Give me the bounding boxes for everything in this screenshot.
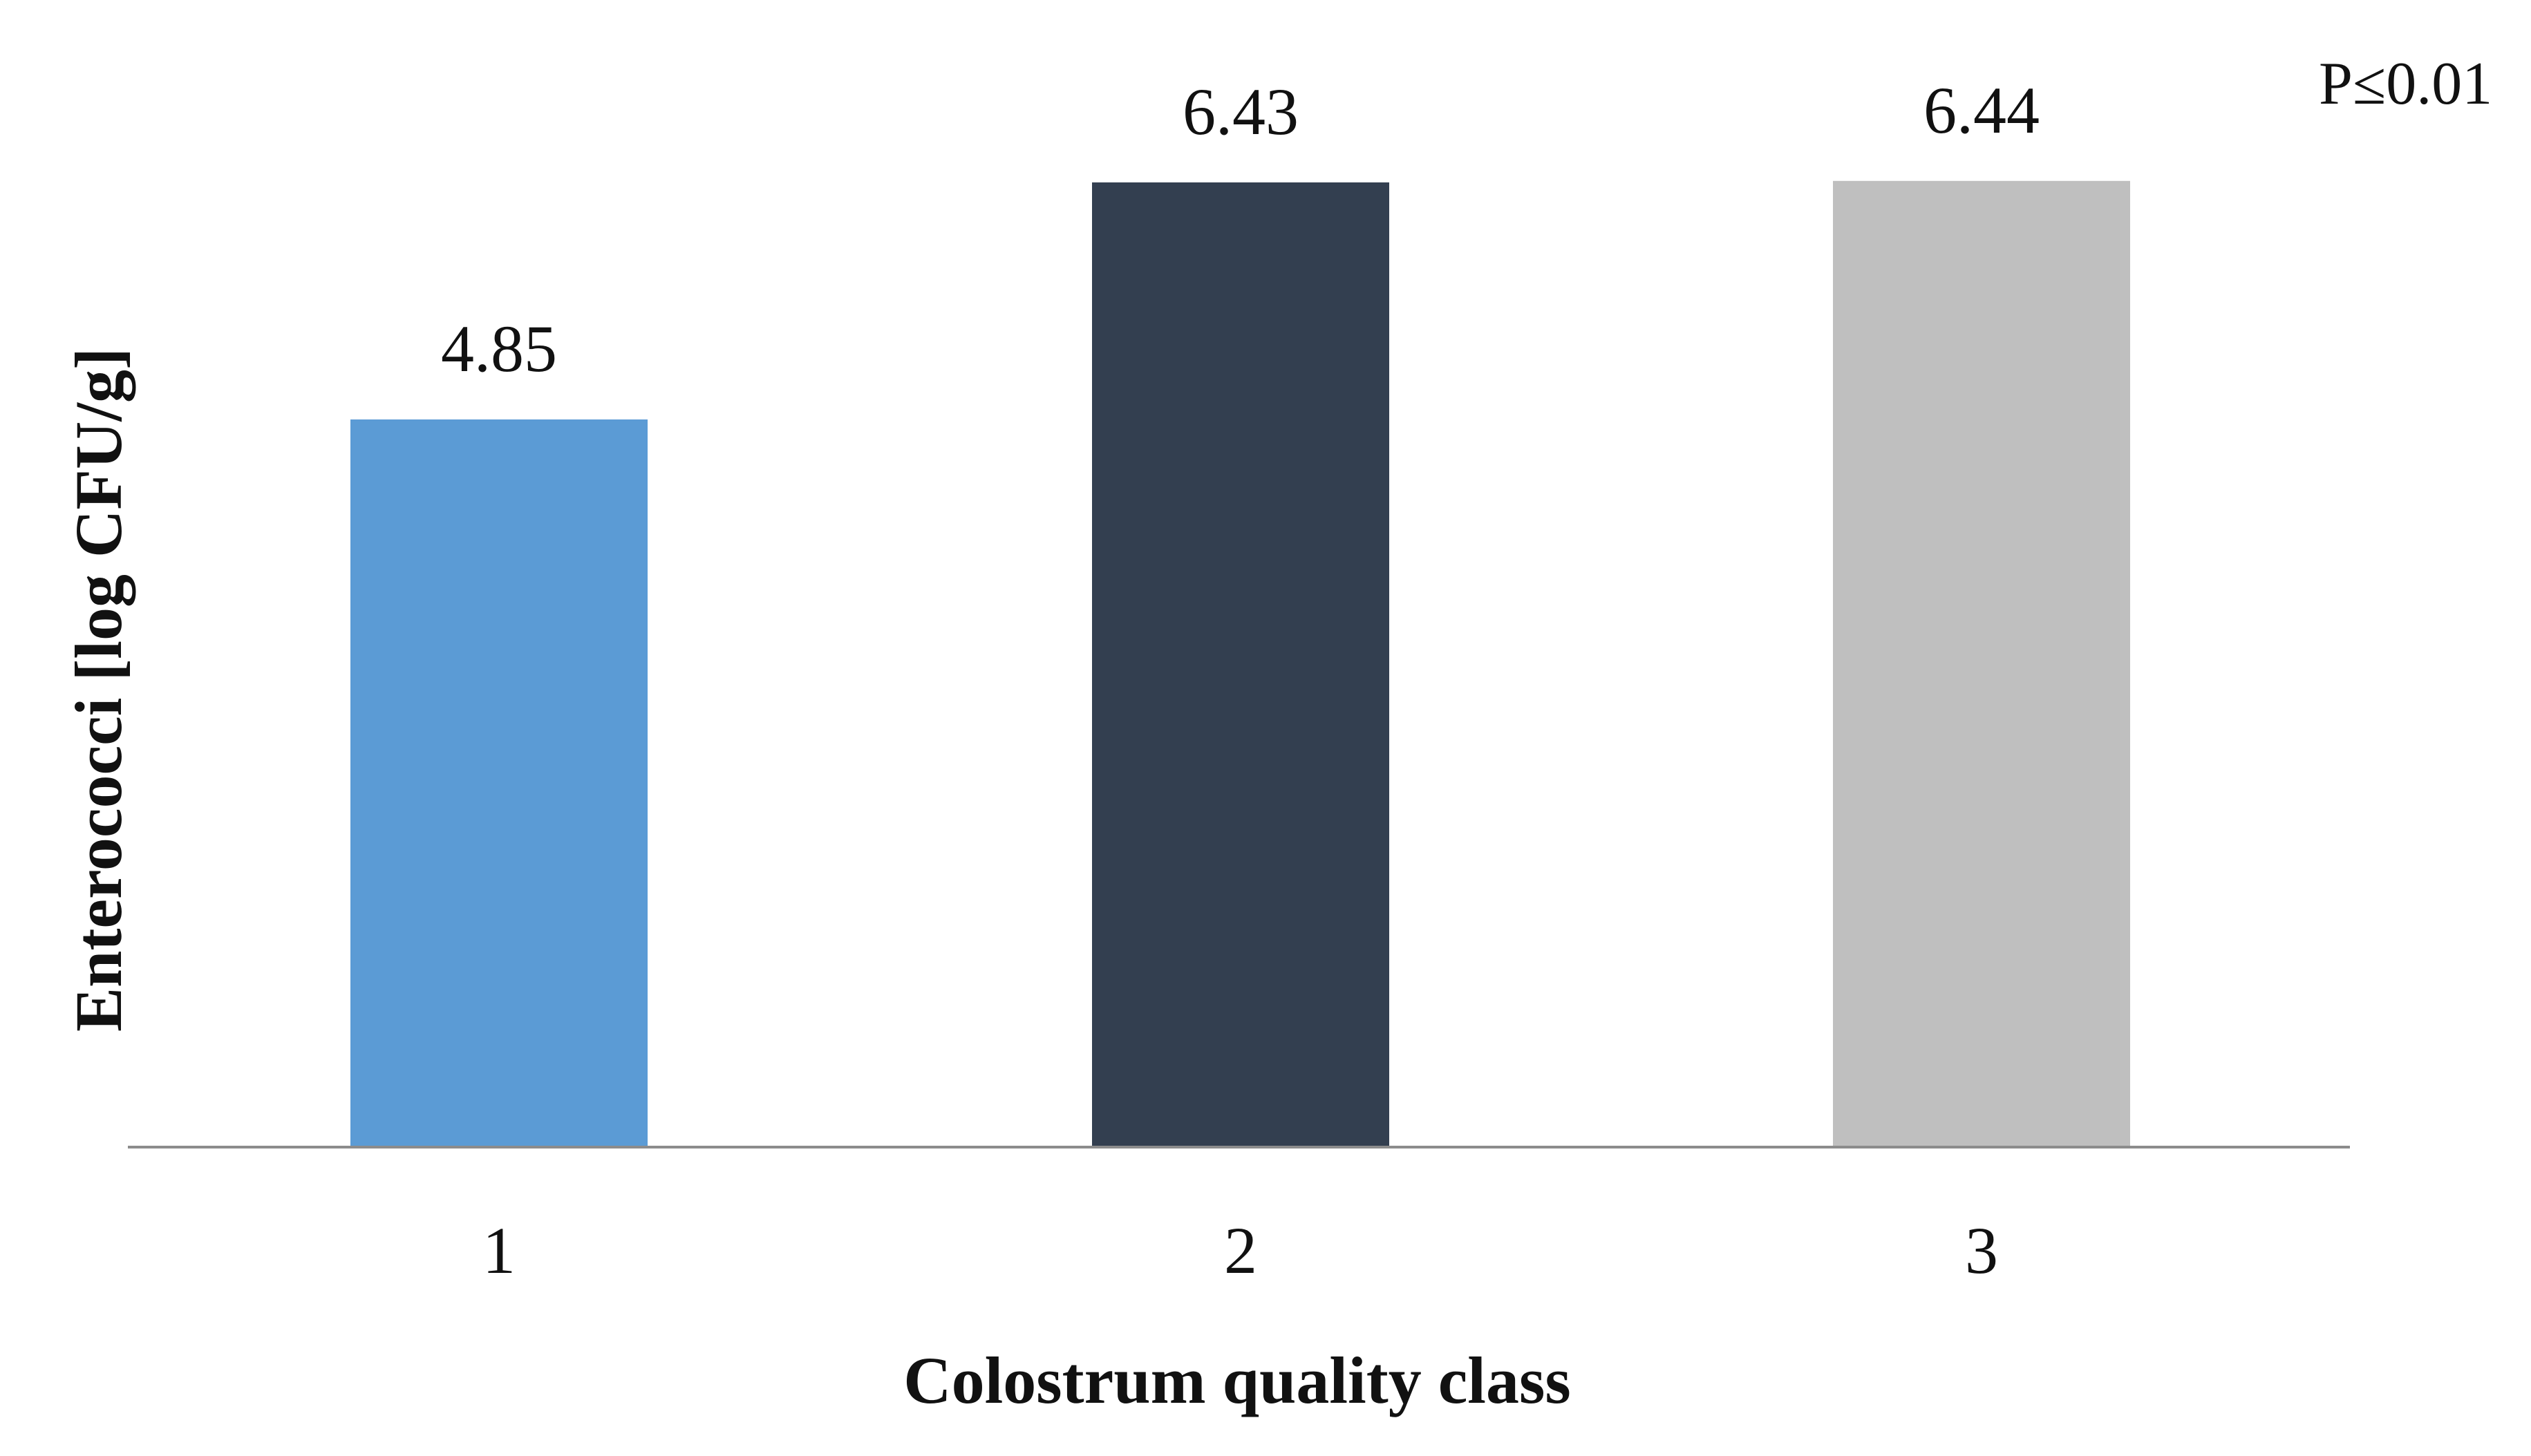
data-label-class-3: 6.44 — [1923, 73, 2040, 147]
x-tick-label-1: 1 — [482, 1213, 516, 1287]
x-axis-title: Colostrum quality class — [903, 1343, 1570, 1417]
bar-class-3 — [1833, 180, 2130, 1148]
bars-group — [350, 180, 2130, 1148]
x-tick-label-3: 3 — [1965, 1213, 1998, 1287]
data-labels-group: 4.85 6.43 6.44 — [441, 73, 2040, 386]
y-axis-title: Enterococci [log CFU/g] — [62, 348, 135, 1032]
bar-class-2 — [1092, 182, 1389, 1147]
data-label-class-1: 4.85 — [441, 312, 557, 386]
x-tick-label-2: 2 — [1224, 1213, 1257, 1287]
bar-class-1 — [350, 419, 648, 1147]
significance-annotation: P≤0.01 — [2319, 50, 2492, 117]
data-label-class-2: 6.43 — [1183, 75, 1299, 149]
x-tick-labels-group: 1 2 3 — [482, 1213, 1998, 1287]
